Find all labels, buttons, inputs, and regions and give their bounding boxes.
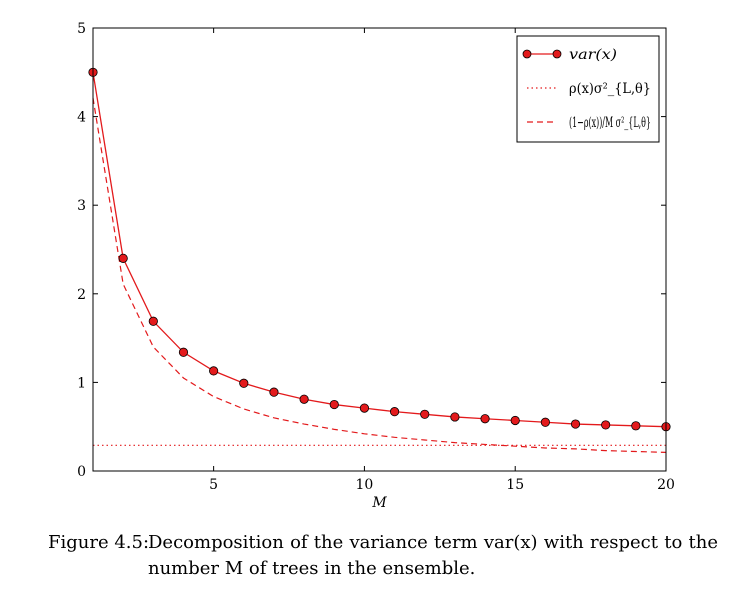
legend-label-decorrelation-term: (1−ρ(x))/M σ²_{L,θ} — [569, 115, 651, 131]
x-tick-label: 20 — [657, 477, 675, 493]
x-tick-label: 5 — [209, 477, 218, 493]
plot-frame — [92, 27, 667, 472]
variance-decomposition-chart: 5 10 15 20 0 1 2 3 4 5 M var(x) ρ(x)σ²_{L,θ} (1−ρ… — [77, 21, 675, 511]
y-tick-label: 5 — [77, 21, 86, 37]
data-point-var — [209, 366, 219, 376]
data-point-var — [329, 399, 339, 410]
legend-label-correlation-term: ρ(x)σ²_{L,θ} — [569, 81, 651, 97]
data-point-var — [299, 394, 309, 404]
legend-label-var: var(x) — [569, 47, 617, 63]
series-line-decorrelation-term — [92, 97, 667, 453]
data-point-var — [510, 415, 520, 426]
data-point-var — [239, 378, 249, 388]
x-tick-label: 10 — [356, 477, 374, 493]
legend-item-decorrelation-term: (1−ρ(x))/M σ²_{L,θ} — [527, 115, 651, 131]
y-tick-label: 0 — [77, 464, 86, 480]
legend: var(x) ρ(x)σ²_{L,θ} (1−ρ(x))/M σ²_{L,θ} — [516, 35, 660, 143]
series-line-var — [92, 72, 667, 428]
data-point-var — [420, 409, 430, 419]
data-point-var — [480, 414, 490, 424]
data-point-var — [118, 253, 128, 263]
data-point-var — [601, 420, 611, 430]
plot-area — [88, 67, 671, 453]
axis-ticks: 5 10 15 20 0 1 2 3 4 5 — [77, 21, 675, 493]
legend-marker — [522, 49, 532, 59]
legend-item-var: var(x) — [522, 47, 617, 63]
data-point-var — [450, 412, 460, 422]
data-point-var — [269, 387, 279, 397]
legend-marker — [552, 49, 562, 59]
data-point-var — [570, 419, 581, 429]
legend-item-correlation-term: ρ(x)σ²_{L,θ} — [527, 81, 651, 97]
data-point-var — [389, 407, 400, 417]
data-point-var — [359, 403, 370, 413]
data-point-var — [178, 347, 189, 357]
y-tick-label: 3 — [77, 198, 86, 214]
data-point-var — [148, 316, 158, 326]
x-axis-label: M — [371, 495, 387, 511]
data-point-var — [631, 421, 641, 431]
figure-label: Figure 4.5: — [48, 532, 150, 553]
y-tick-label: 1 — [77, 375, 86, 391]
figure-caption-text: Decomposition of the variance term var(x… — [148, 532, 718, 579]
y-tick-label: 2 — [77, 287, 86, 303]
y-tick-label: 4 — [77, 110, 86, 126]
x-tick-label: 15 — [506, 477, 524, 493]
data-point-var — [540, 417, 550, 427]
